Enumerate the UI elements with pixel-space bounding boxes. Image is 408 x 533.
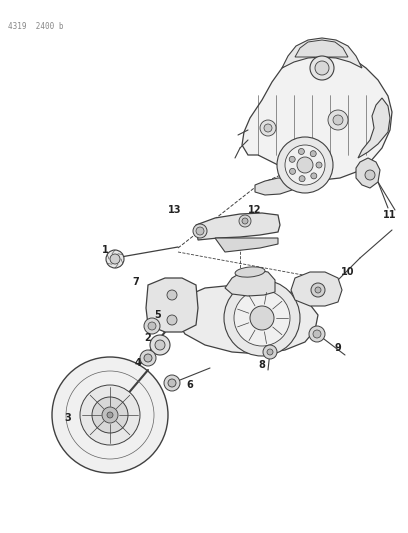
Circle shape xyxy=(311,173,317,179)
Circle shape xyxy=(289,156,295,163)
Circle shape xyxy=(193,224,207,238)
Polygon shape xyxy=(196,213,280,240)
Circle shape xyxy=(148,322,156,330)
Circle shape xyxy=(333,115,343,125)
Circle shape xyxy=(102,407,118,423)
Circle shape xyxy=(167,290,177,300)
Polygon shape xyxy=(358,98,390,158)
Polygon shape xyxy=(176,285,318,354)
Polygon shape xyxy=(282,38,362,68)
Circle shape xyxy=(315,61,329,75)
Circle shape xyxy=(264,124,272,132)
Polygon shape xyxy=(291,272,342,306)
Polygon shape xyxy=(356,158,380,188)
Circle shape xyxy=(140,350,156,366)
Circle shape xyxy=(310,56,334,80)
Circle shape xyxy=(250,306,274,330)
Text: 13: 13 xyxy=(168,205,182,215)
Circle shape xyxy=(52,357,168,473)
Circle shape xyxy=(144,354,152,362)
Text: 4: 4 xyxy=(135,358,142,368)
Polygon shape xyxy=(215,238,278,252)
Circle shape xyxy=(144,318,160,334)
Circle shape xyxy=(150,335,170,355)
Text: 5: 5 xyxy=(155,310,162,320)
Circle shape xyxy=(196,227,204,235)
Text: 2: 2 xyxy=(144,333,151,343)
Text: 6: 6 xyxy=(186,380,193,390)
Circle shape xyxy=(164,375,180,391)
Circle shape xyxy=(315,287,321,293)
Circle shape xyxy=(263,345,277,359)
Text: 8: 8 xyxy=(259,360,266,370)
Circle shape xyxy=(313,330,321,338)
Text: 9: 9 xyxy=(335,343,341,353)
Text: 12: 12 xyxy=(248,205,262,215)
Circle shape xyxy=(290,168,295,174)
Text: 4319  2400 b: 4319 2400 b xyxy=(8,22,64,31)
Circle shape xyxy=(311,283,325,297)
Polygon shape xyxy=(242,50,392,180)
Circle shape xyxy=(107,412,113,418)
Circle shape xyxy=(92,397,128,433)
Circle shape xyxy=(299,176,305,182)
Circle shape xyxy=(155,340,165,350)
Text: 10: 10 xyxy=(341,267,355,277)
Circle shape xyxy=(277,137,333,193)
Text: 11: 11 xyxy=(383,210,397,220)
Circle shape xyxy=(234,290,290,346)
Polygon shape xyxy=(225,270,275,296)
Circle shape xyxy=(309,326,325,342)
Circle shape xyxy=(110,254,120,264)
Circle shape xyxy=(298,149,304,155)
Text: 7: 7 xyxy=(133,277,140,287)
Text: 3: 3 xyxy=(64,413,71,423)
Circle shape xyxy=(328,110,348,130)
Circle shape xyxy=(310,151,316,157)
Polygon shape xyxy=(295,40,348,57)
Circle shape xyxy=(316,162,322,168)
Circle shape xyxy=(297,157,313,173)
Polygon shape xyxy=(255,178,295,195)
Circle shape xyxy=(267,349,273,355)
Circle shape xyxy=(242,218,248,224)
Circle shape xyxy=(365,170,375,180)
Polygon shape xyxy=(146,278,198,332)
Circle shape xyxy=(224,280,300,356)
Circle shape xyxy=(80,385,140,445)
Circle shape xyxy=(168,379,176,387)
Circle shape xyxy=(106,250,124,268)
Circle shape xyxy=(167,315,177,325)
Circle shape xyxy=(239,215,251,227)
Circle shape xyxy=(260,120,276,136)
Ellipse shape xyxy=(235,267,265,277)
Text: 1: 1 xyxy=(102,245,109,255)
Circle shape xyxy=(285,145,325,185)
